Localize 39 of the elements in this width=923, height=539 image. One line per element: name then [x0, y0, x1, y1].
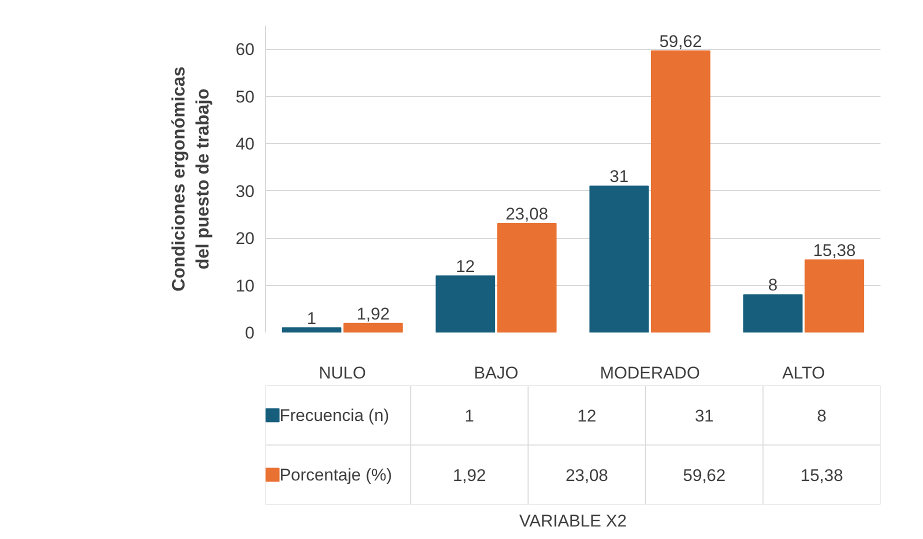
data-label: 1,92: [356, 304, 390, 324]
x-tick-label: NULO: [318, 364, 366, 382]
y-tick-label: 0: [245, 324, 255, 342]
data-label: 59,62: [659, 32, 702, 51]
y-tick-label: 40: [236, 134, 255, 154]
y-tick-label: 50: [236, 87, 255, 106]
text: 15,38: [800, 466, 844, 485]
data-label: 23,08: [506, 204, 548, 224]
text: 1,92: [452, 466, 486, 485]
legend-label: Porcentaje (%): [280, 465, 392, 484]
bar: [497, 222, 557, 332]
text: 1: [464, 406, 474, 426]
legend-label: Frecuencia (n): [280, 406, 390, 425]
x-tick-label: BAJO: [474, 364, 518, 382]
x-tick-label: MODERADO: [600, 364, 700, 382]
bar: [589, 186, 649, 332]
bar: [343, 322, 403, 332]
data-label: 8: [768, 276, 778, 295]
y-axis-title: Condiciones ergonómicas del puesto de trabajo: [168, 66, 213, 292]
bar: [804, 259, 864, 332]
text: 59,62: [683, 466, 726, 485]
text: 31: [694, 406, 714, 426]
data-label: 12: [456, 256, 475, 276]
data-label: 1: [306, 308, 316, 328]
text: 12: [577, 406, 596, 426]
data-label: 15,38: [813, 240, 856, 260]
bar: [650, 50, 710, 332]
y-tick-label: 30: [236, 182, 255, 201]
y-tick-label: 20: [236, 229, 255, 248]
text: VARIABLE X2: [519, 512, 627, 530]
x-tick-label: ALTO: [782, 364, 826, 382]
bar: [743, 294, 803, 332]
data-label: 31: [610, 167, 629, 186]
y-tick-label: 60: [236, 40, 255, 60]
text: 23,08: [566, 466, 608, 485]
y-tick-label: 10: [236, 276, 255, 296]
text: 8: [817, 406, 827, 426]
bar: [282, 327, 342, 332]
bar: [436, 275, 496, 332]
